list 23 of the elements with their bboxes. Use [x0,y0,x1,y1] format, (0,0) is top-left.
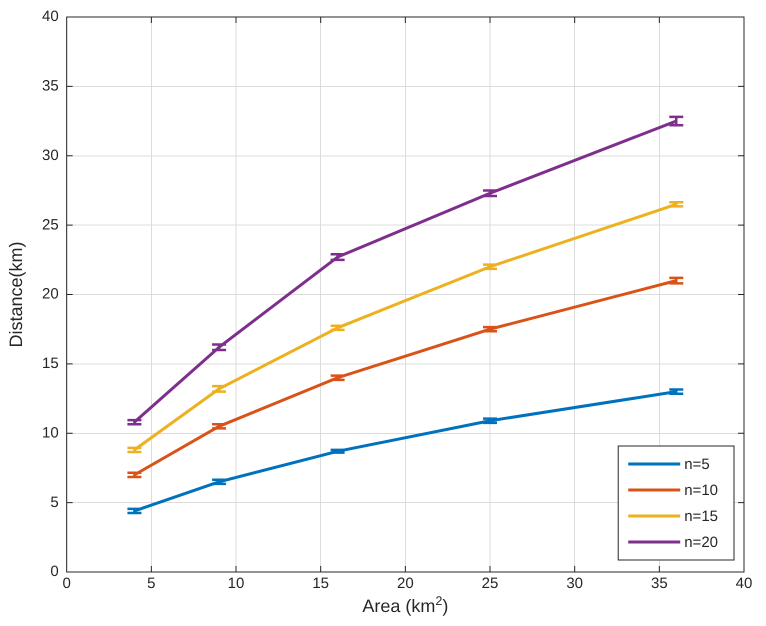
legend-label: n=20 [684,534,718,552]
y-tick-label: 15 [42,355,59,372]
x-tick-label: 5 [147,575,156,592]
legend-label: n=10 [684,482,718,500]
y-tick-label: 0 [50,563,59,580]
y-tick-label: 35 [42,78,59,95]
x-tick-label: 35 [650,575,668,592]
legend-label: n=5 [684,456,710,474]
legend-label: n=15 [684,508,718,526]
x-tick-label: 30 [566,575,584,592]
x-tick-label: 20 [397,575,414,592]
y-tick-label: 5 [50,494,59,511]
x-tick-label: 40 [736,575,752,592]
y-tick-label: 20 [42,286,59,303]
y-tick-label: 30 [42,146,59,164]
y-tick-label: 25 [42,216,59,234]
x-tick-label: 10 [228,575,244,592]
x-tick-label: 15 [312,575,330,592]
x-tick-label: 0 [62,575,71,592]
y-tick-label: 40 [42,8,59,26]
y-tick-label: 10 [42,424,59,442]
x-tick-label: 25 [482,575,498,592]
y-axis-title: Distance(km) [6,241,26,348]
